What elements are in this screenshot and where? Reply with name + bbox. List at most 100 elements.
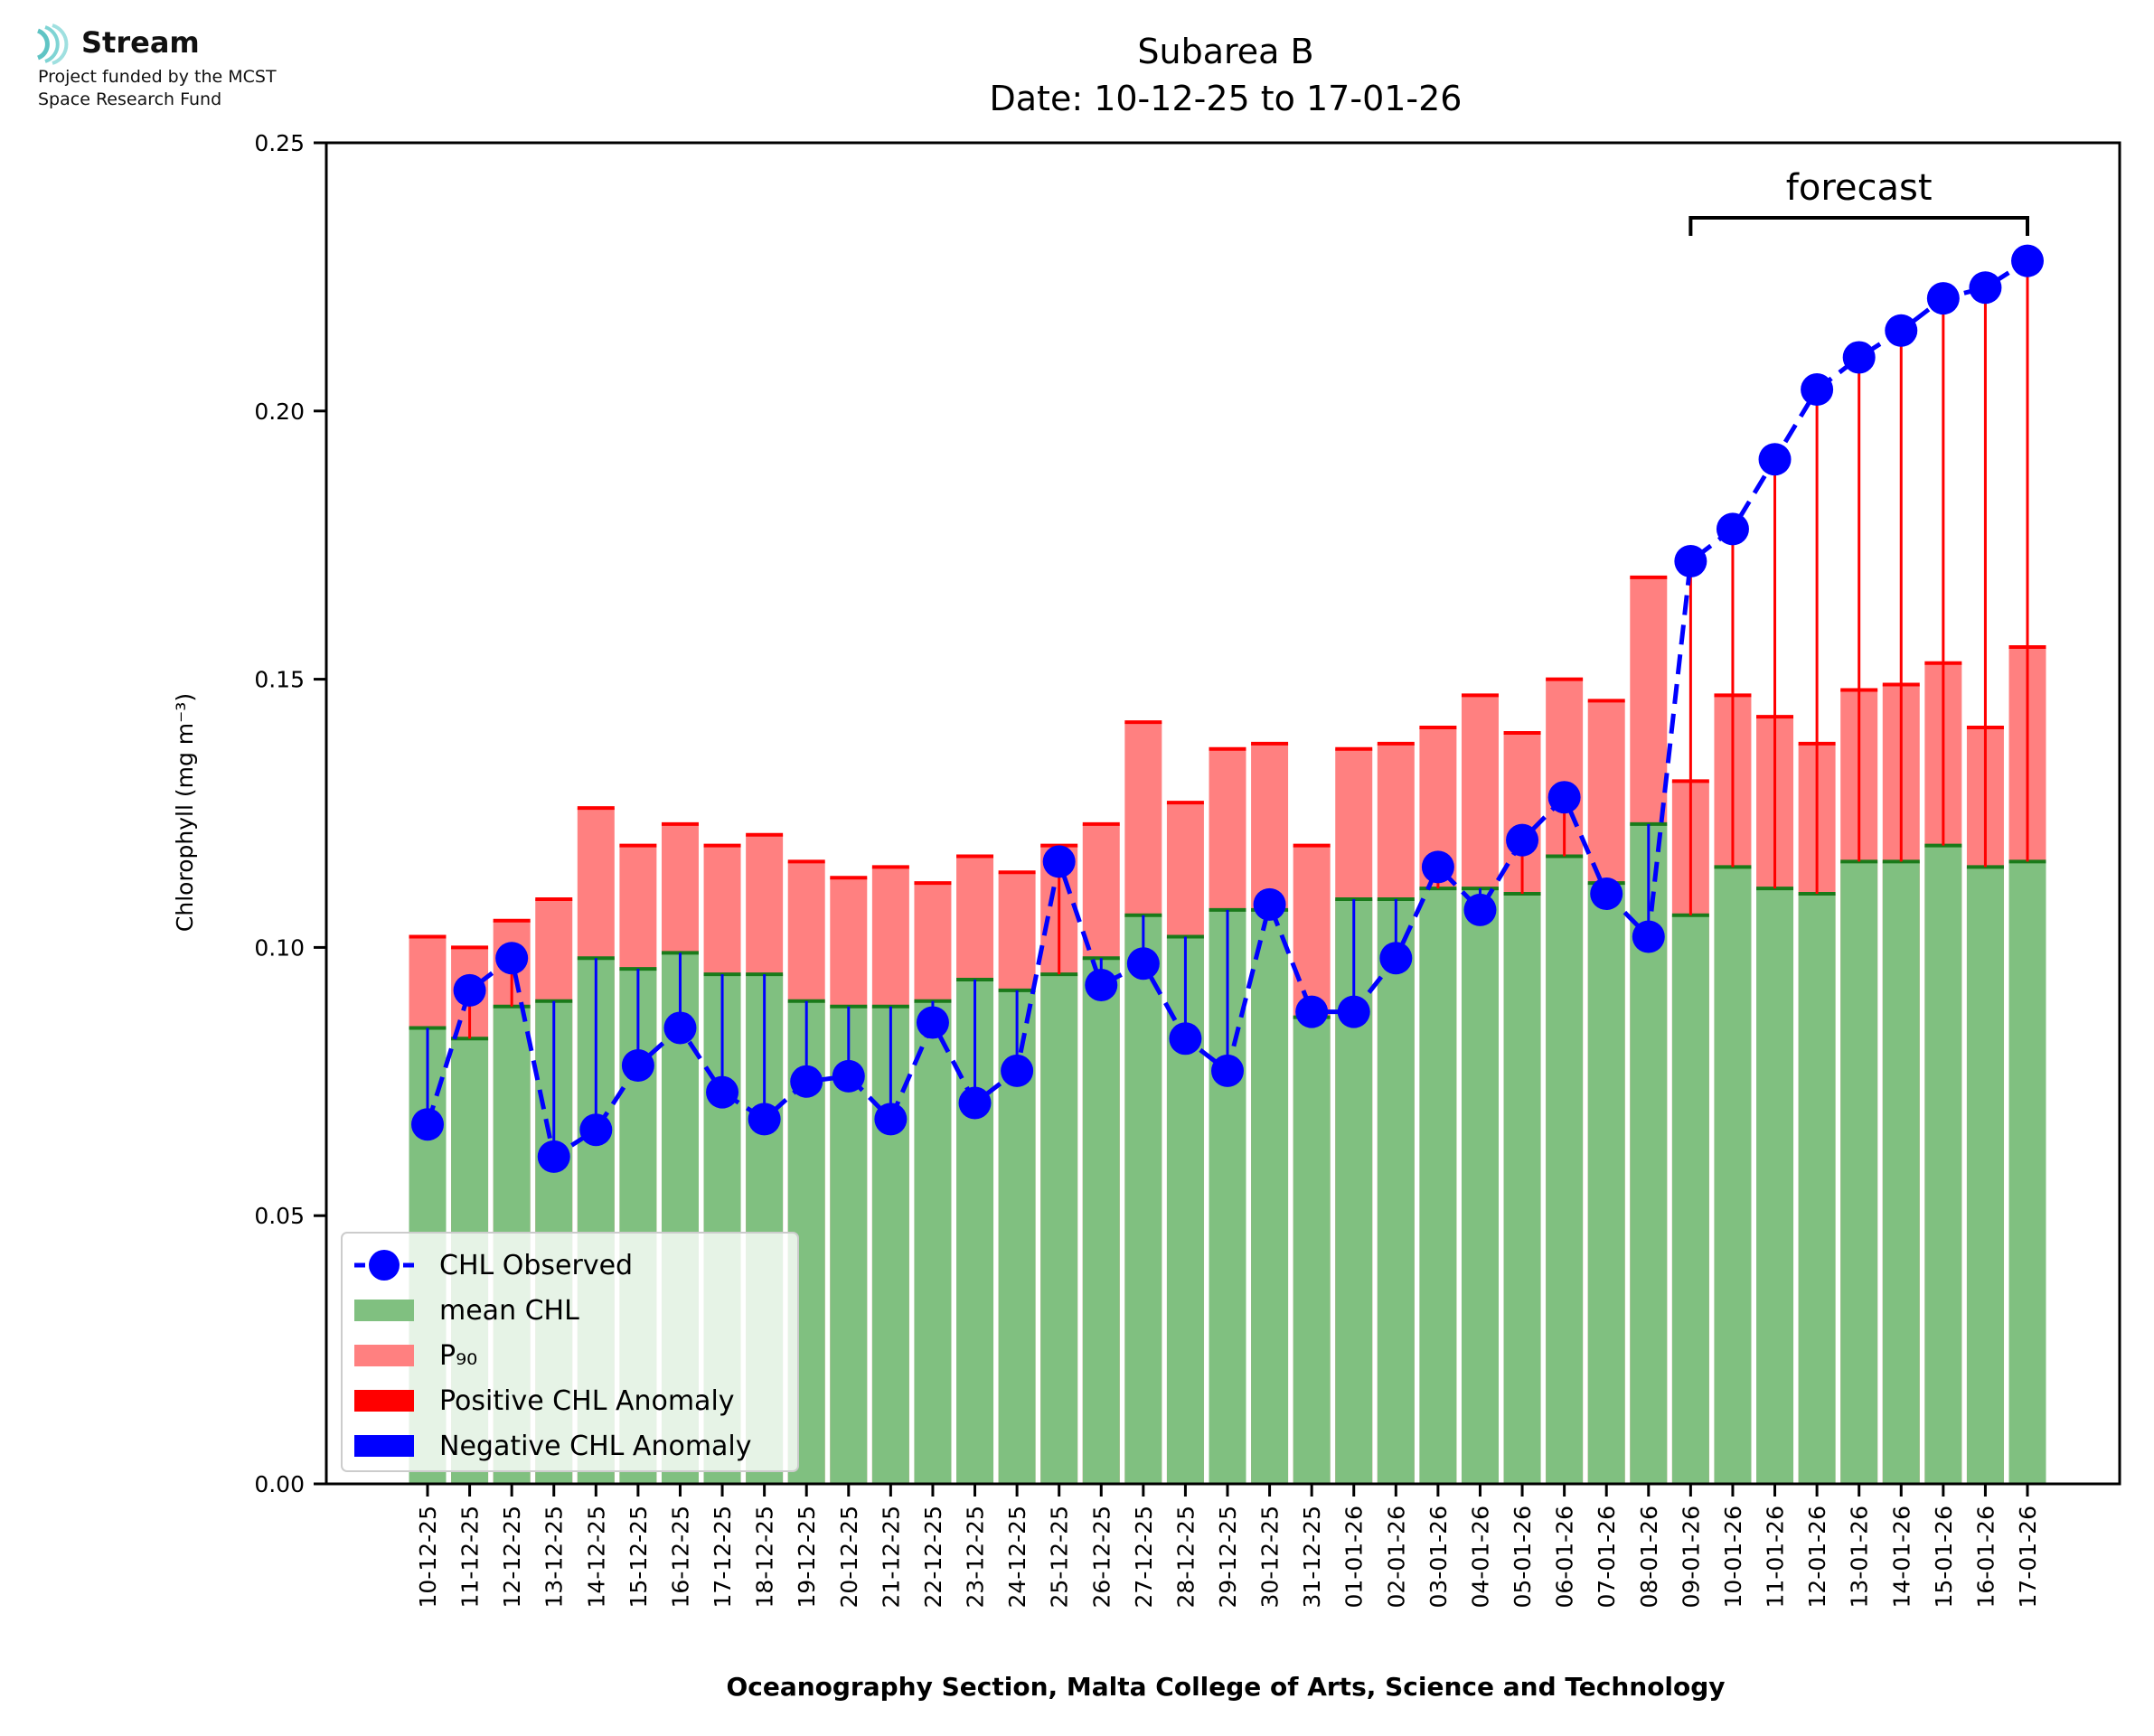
- mean-chl-bar: [1503, 894, 1541, 1484]
- x-axis-label: Oceanography Section, Malta College of A…: [726, 1672, 1725, 1702]
- chl-observed-point: [453, 973, 486, 1007]
- x-tick-label: 12-12-25: [499, 1506, 525, 1608]
- x-tick-label: 13-01-26: [1847, 1506, 1873, 1608]
- chl-observed-point: [1842, 341, 1876, 374]
- mean-chl-bar: [1714, 867, 1752, 1484]
- mean-chl-bar: [1377, 898, 1415, 1484]
- x-tick-label: 26-12-25: [1088, 1506, 1115, 1608]
- y-tick-label: 0.10: [254, 934, 305, 961]
- mean-chl-bar: [1293, 1017, 1331, 1484]
- stream-logo: Stream Project funded by the MCST Space …: [31, 22, 356, 121]
- chl-observed-point: [1337, 995, 1370, 1028]
- logo-title: Stream: [81, 25, 200, 60]
- mean-chl-bar: [914, 1000, 952, 1484]
- x-tick-label: 27-12-25: [1131, 1506, 1157, 1608]
- x-tick-label: 10-01-26: [1720, 1506, 1746, 1608]
- chl-observed-point: [1716, 512, 1749, 546]
- chl-observed-point: [790, 1065, 823, 1098]
- x-tick-label: 16-01-26: [1972, 1506, 1999, 1608]
- x-tick-label: 29-12-25: [1215, 1506, 1241, 1608]
- chl-observed-point: [1632, 920, 1665, 953]
- chart-subtitle: Date: 10-12-25 to 17-01-26: [990, 79, 1463, 118]
- logo-funding-line-1: Project funded by the MCST: [38, 67, 277, 87]
- chl-observed-point: [1758, 443, 1792, 476]
- chl-observed-point: [1379, 942, 1413, 975]
- mean-chl-bar: [1040, 974, 1078, 1484]
- x-tick-label: 15-12-25: [626, 1506, 652, 1608]
- legend: CHL Observed mean CHL P₉₀ Positive CHL Anom…: [341, 1232, 799, 1472]
- x-tick-label: 09-01-26: [1678, 1506, 1704, 1608]
- legend-item-positive: Positive CHL Anomaly: [439, 1385, 735, 1417]
- chl-observed-point: [1001, 1054, 1034, 1087]
- x-tick-label: 30-12-25: [1257, 1506, 1284, 1608]
- legend-item-negative-swatch: [354, 1435, 414, 1457]
- chl-observed-point: [495, 942, 529, 975]
- x-tick-label: 02-01-26: [1383, 1506, 1409, 1608]
- x-tick-label: 31-12-25: [1299, 1506, 1325, 1608]
- forecast-label: forecast: [1786, 167, 1933, 209]
- stream-waves-icon: [36, 23, 69, 65]
- x-tick-label: 25-12-25: [1047, 1506, 1073, 1608]
- chl-observed-point: [1085, 968, 1118, 1001]
- chl-observed-point: [579, 1113, 613, 1147]
- x-tick-label: 08-01-26: [1636, 1506, 1662, 1608]
- chl-observed-point: [1463, 893, 1497, 926]
- chart-title: Subarea B: [1137, 32, 1313, 71]
- chl-observed-point: [916, 1006, 949, 1039]
- mean-chl-bar: [1882, 861, 1920, 1484]
- mean-chl-bar: [1419, 888, 1457, 1484]
- legend-item-positive-swatch: [354, 1390, 414, 1412]
- x-tick-label: 11-12-25: [457, 1506, 484, 1608]
- y-axis-label: Chlorophyll (mg m⁻³): [172, 693, 198, 932]
- x-tick-label: 15-01-26: [1931, 1506, 1957, 1608]
- mean-chl-bar: [1924, 845, 1962, 1484]
- legend-item-negative: Negative CHL Anomaly: [439, 1431, 752, 1462]
- forecast-bracket-line: [1688, 216, 2029, 236]
- chl-observed-point: [1674, 545, 1707, 578]
- mean-chl-bar: [1798, 894, 1836, 1484]
- chl-observed-point: [1169, 1022, 1202, 1056]
- mean-chl-bar: [1587, 883, 1625, 1484]
- mean-chl-bar: [1124, 915, 1162, 1484]
- chl-observed-point: [1590, 877, 1623, 911]
- axes-layer: 0.00 0.05 0.10 0.15 0.20 0.25 10-12-25 11-12-25…: [254, 130, 2121, 1608]
- chl-observed-point: [1969, 271, 2002, 305]
- chl-observed-point: [1547, 781, 1581, 814]
- legend-item-p90-swatch: [354, 1345, 414, 1366]
- chl-observed-point: [537, 1140, 570, 1173]
- x-tick-label: 10-12-25: [415, 1506, 441, 1608]
- chl-observed-point: [874, 1103, 908, 1136]
- chl-observed-point: [706, 1075, 739, 1109]
- x-tick-label: 14-01-26: [1888, 1506, 1914, 1608]
- x-tick-label: 19-12-25: [794, 1506, 820, 1608]
- x-tick-label: 23-12-25: [963, 1506, 989, 1608]
- mean-chl-bar: [1756, 888, 1794, 1484]
- legend-item-mean-swatch: [354, 1300, 414, 1321]
- chl-observed-point: [1211, 1054, 1244, 1087]
- x-tick-label: 06-01-26: [1552, 1506, 1578, 1608]
- legend-marker-observed: [369, 1250, 400, 1281]
- x-tick-label: 28-12-25: [1172, 1506, 1199, 1608]
- x-tick-label: 20-12-25: [836, 1506, 862, 1608]
- mean-chl-bar: [1840, 861, 1878, 1484]
- x-tick-label: 24-12-25: [1004, 1506, 1030, 1608]
- observed-line-layer: [411, 244, 2044, 1173]
- legend-item-observed: CHL Observed: [439, 1250, 633, 1281]
- chl-observed-point: [1042, 845, 1076, 878]
- x-tick-label: 13-12-25: [541, 1506, 568, 1608]
- x-tick-label: 16-12-25: [667, 1506, 693, 1608]
- x-tick-label: 12-01-26: [1804, 1506, 1830, 1608]
- x-tick-label: 04-01-26: [1467, 1506, 1493, 1608]
- x-tick-label: 05-01-26: [1510, 1506, 1536, 1608]
- mean-chl-bar: [1671, 915, 1709, 1484]
- chl-observed-point: [748, 1103, 781, 1136]
- y-tick-label: 0.05: [254, 1203, 305, 1229]
- legend-item-mean: mean CHL: [439, 1295, 579, 1327]
- y-tick-label: 0.25: [254, 130, 305, 156]
- chl-observed-point: [1126, 947, 1160, 981]
- y-tick-label: 0.15: [254, 667, 305, 693]
- x-tick-label: 14-12-25: [583, 1506, 609, 1608]
- chl-observed-point: [2011, 244, 2044, 277]
- mean-chl-bar: [1251, 909, 1289, 1484]
